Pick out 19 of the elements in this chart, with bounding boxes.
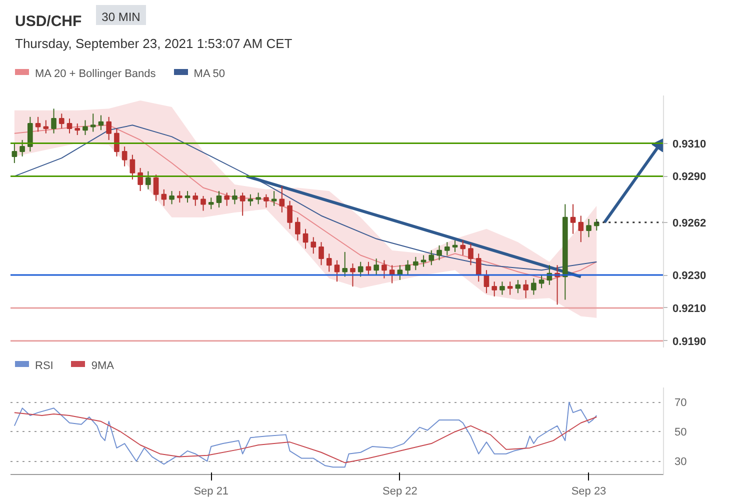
legend-label: 9MA <box>91 360 114 372</box>
x-tick-label: Sep 22 <box>382 486 418 498</box>
ref-line-label: 0.9290 <box>672 171 706 184</box>
ref-line-label: 0.9310 <box>672 138 706 150</box>
ref-line-label: 0.9230 <box>672 270 706 282</box>
chart-subtitle: 30 MIN <box>102 9 140 26</box>
legend-label: MA 50 <box>194 68 225 80</box>
ref-line-label: 0.9262 <box>672 217 706 230</box>
x-tick-label: Sep 23 <box>571 486 606 498</box>
x-tick-label: Sep 21 <box>194 486 229 498</box>
y-tick-label: 30 <box>674 456 687 468</box>
ref-line-label: 0.9190 <box>672 336 706 348</box>
legend-label: RSI <box>35 360 54 372</box>
chart-title: USD/CHF <box>15 12 82 32</box>
y-tick-label: 70 <box>674 397 687 410</box>
text: Thursday, September 23, 2021 1:53:07 AM CET <box>15 35 292 53</box>
legend-label: MA 20 + Bollinger Bands <box>35 68 156 80</box>
y-tick-label: 50 <box>674 426 687 439</box>
ref-line-label: 0.9210 <box>672 302 706 315</box>
